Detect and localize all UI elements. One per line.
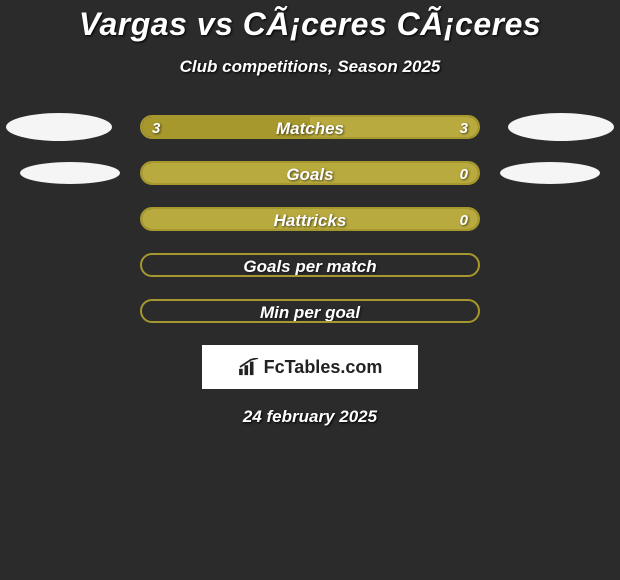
player-oval-left	[6, 113, 112, 141]
stat-bar: 0Hattricks	[140, 207, 480, 231]
stat-bar: Min per goal	[140, 299, 480, 323]
stat-row: 0Hattricks	[0, 207, 620, 231]
stats-area: 33Matches 0Goals 0Hattricks Goals per match…	[0, 115, 620, 323]
stat-label: Min per goal	[142, 301, 478, 323]
stat-row: Min per goal	[0, 299, 620, 323]
date-text: 24 february 2025	[0, 407, 620, 427]
subtitle: Club competitions, Season 2025	[0, 57, 620, 77]
player-oval-left	[20, 162, 120, 184]
logo: FcTables.com	[238, 357, 383, 378]
stat-row: 0Goals	[0, 161, 620, 185]
player-oval-right	[500, 162, 600, 184]
player-oval-right	[508, 113, 614, 141]
bar-chart-icon	[238, 358, 260, 376]
stat-label: Hattricks	[142, 209, 478, 231]
logo-box: FcTables.com	[202, 345, 418, 389]
stat-bar: 33Matches	[140, 115, 480, 139]
stat-row: 33Matches	[0, 115, 620, 139]
stat-label: Matches	[142, 117, 478, 139]
stat-bar: Goals per match	[140, 253, 480, 277]
stat-bar: 0Goals	[140, 161, 480, 185]
logo-text: FcTables.com	[264, 357, 383, 378]
stat-label: Goals	[142, 163, 478, 185]
stat-label: Goals per match	[142, 255, 478, 277]
page-title: Vargas vs CÃ¡ceres CÃ¡ceres	[0, 0, 620, 43]
stat-row: Goals per match	[0, 253, 620, 277]
